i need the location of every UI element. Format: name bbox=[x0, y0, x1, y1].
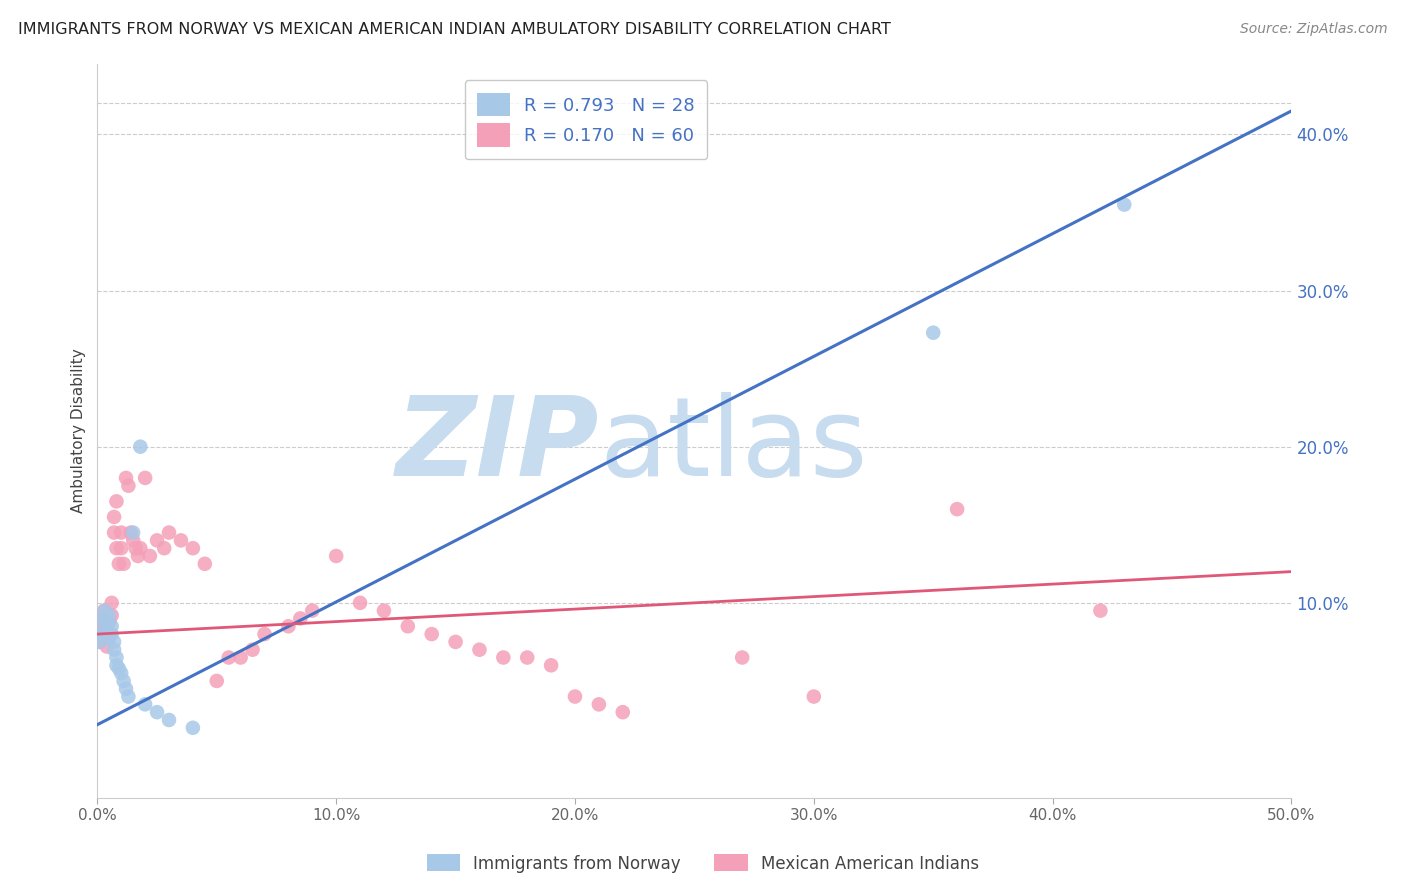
Legend: R = 0.793   N = 28, R = 0.170   N = 60: R = 0.793 N = 28, R = 0.170 N = 60 bbox=[464, 80, 707, 160]
Point bbox=[89, 635, 111, 649]
Point bbox=[103, 642, 125, 657]
Point bbox=[731, 650, 754, 665]
Point bbox=[93, 619, 115, 633]
Point bbox=[117, 479, 139, 493]
Point bbox=[105, 494, 128, 508]
Point bbox=[325, 549, 347, 563]
Point bbox=[181, 721, 204, 735]
Point bbox=[122, 525, 145, 540]
Point bbox=[129, 440, 152, 454]
Point bbox=[396, 619, 419, 633]
Point bbox=[205, 673, 228, 688]
Point bbox=[1114, 197, 1136, 211]
Point bbox=[157, 525, 180, 540]
Point bbox=[100, 619, 122, 633]
Point bbox=[146, 705, 169, 719]
Point bbox=[420, 627, 443, 641]
Point bbox=[124, 541, 146, 556]
Point bbox=[516, 650, 538, 665]
Point bbox=[229, 650, 252, 665]
Point bbox=[803, 690, 825, 704]
Point bbox=[253, 627, 276, 641]
Point bbox=[194, 557, 217, 571]
Point bbox=[134, 698, 156, 712]
Point bbox=[612, 705, 634, 719]
Y-axis label: Ambulatory Disability: Ambulatory Disability bbox=[72, 349, 86, 514]
Point bbox=[91, 627, 114, 641]
Point bbox=[105, 541, 128, 556]
Point bbox=[105, 650, 128, 665]
Point bbox=[181, 541, 204, 556]
Point bbox=[301, 604, 323, 618]
Point bbox=[120, 525, 142, 540]
Text: ZIP: ZIP bbox=[395, 392, 599, 500]
Point bbox=[112, 673, 135, 688]
Point bbox=[127, 549, 149, 563]
Text: IMMIGRANTS FROM NORWAY VS MEXICAN AMERICAN INDIAN AMBULATORY DISABILITY CORRELAT: IMMIGRANTS FROM NORWAY VS MEXICAN AMERIC… bbox=[18, 22, 891, 37]
Point bbox=[100, 608, 122, 623]
Point bbox=[98, 630, 121, 644]
Point bbox=[91, 627, 114, 641]
Point bbox=[93, 604, 115, 618]
Point bbox=[108, 661, 131, 675]
Point bbox=[100, 596, 122, 610]
Point bbox=[98, 615, 121, 629]
Point bbox=[922, 326, 945, 340]
Point bbox=[492, 650, 515, 665]
Point bbox=[115, 471, 138, 485]
Text: atlas: atlas bbox=[599, 392, 868, 500]
Text: Source: ZipAtlas.com: Source: ZipAtlas.com bbox=[1240, 22, 1388, 37]
Point bbox=[115, 681, 138, 696]
Point bbox=[96, 624, 118, 638]
Point bbox=[105, 658, 128, 673]
Point bbox=[103, 635, 125, 649]
Point bbox=[98, 630, 121, 644]
Point bbox=[946, 502, 969, 516]
Point bbox=[122, 533, 145, 548]
Point bbox=[139, 549, 162, 563]
Point bbox=[110, 541, 132, 556]
Point bbox=[218, 650, 240, 665]
Point bbox=[564, 690, 586, 704]
Point bbox=[93, 619, 115, 633]
Point bbox=[444, 635, 467, 649]
Point bbox=[242, 642, 264, 657]
Point bbox=[96, 615, 118, 629]
Point bbox=[170, 533, 193, 548]
Point bbox=[93, 604, 115, 618]
Legend: Immigrants from Norway, Mexican American Indians: Immigrants from Norway, Mexican American… bbox=[420, 847, 986, 880]
Point bbox=[129, 541, 152, 556]
Point bbox=[117, 690, 139, 704]
Point bbox=[91, 611, 114, 625]
Point bbox=[290, 611, 312, 625]
Point bbox=[588, 698, 610, 712]
Point bbox=[157, 713, 180, 727]
Point bbox=[91, 611, 114, 625]
Point bbox=[468, 642, 491, 657]
Point bbox=[89, 635, 111, 649]
Point bbox=[277, 619, 299, 633]
Point bbox=[134, 471, 156, 485]
Point bbox=[349, 596, 371, 610]
Point bbox=[89, 619, 111, 633]
Point bbox=[110, 525, 132, 540]
Point bbox=[373, 604, 395, 618]
Point bbox=[110, 666, 132, 681]
Point bbox=[96, 624, 118, 638]
Point bbox=[1090, 604, 1112, 618]
Point bbox=[112, 557, 135, 571]
Point bbox=[540, 658, 562, 673]
Point bbox=[96, 640, 118, 654]
Point bbox=[108, 557, 131, 571]
Point bbox=[146, 533, 169, 548]
Point bbox=[103, 525, 125, 540]
Point bbox=[100, 627, 122, 641]
Point bbox=[98, 608, 121, 623]
Point bbox=[153, 541, 176, 556]
Point bbox=[103, 510, 125, 524]
